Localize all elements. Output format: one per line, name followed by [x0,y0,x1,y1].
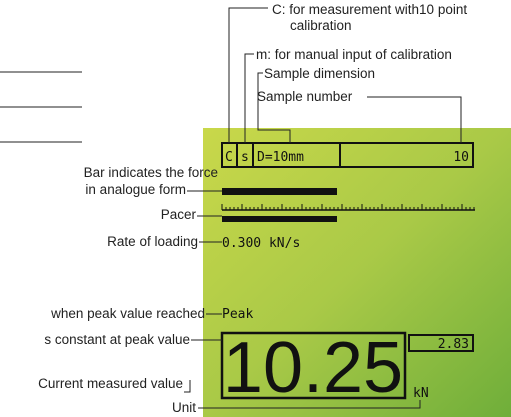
annotation: Sample dimension [264,66,375,81]
annotation: Bar indicates the force [84,165,218,180]
annotation: in analogue form [85,182,186,197]
rate-display: 0.300 kN/s [222,236,300,251]
annotation: C: for measurement with10 point [272,2,467,17]
peak-value-box [408,334,474,352]
status-row [221,142,474,168]
sample-number-cell: 10 [453,150,469,165]
calibration-cell: C [225,150,233,165]
peak-display: Peak [222,307,253,322]
annotation: Sample number [257,89,353,104]
value-box [220,331,407,400]
annotation: Current measured value [38,376,183,391]
pacer-bar [222,216,337,222]
annotation: m: for manual input of calibration [256,47,452,62]
mode-cell: s [241,150,249,165]
lcd-panel [203,128,511,417]
peak-value: 2.83 [438,337,469,352]
annotation: calibration [290,18,352,33]
annotation: Pacer [161,207,197,222]
leader-line [228,7,268,143]
annotation: Unit [172,400,196,415]
leader-line [184,380,191,393]
scale [221,204,475,211]
leader-line [257,72,291,143]
force-bar [222,188,337,195]
measured-value: 10.25 [223,328,403,408]
leader-line [367,96,462,143]
unit-display: kN [413,386,429,401]
annotation: s constant at peak value [44,332,190,347]
dimension-cell: D=10mm [257,150,304,165]
annotation: Rate of loading [107,234,198,249]
leader-line [198,400,421,409]
leader-line [244,53,254,143]
annotation: when peak value reached [50,306,205,321]
